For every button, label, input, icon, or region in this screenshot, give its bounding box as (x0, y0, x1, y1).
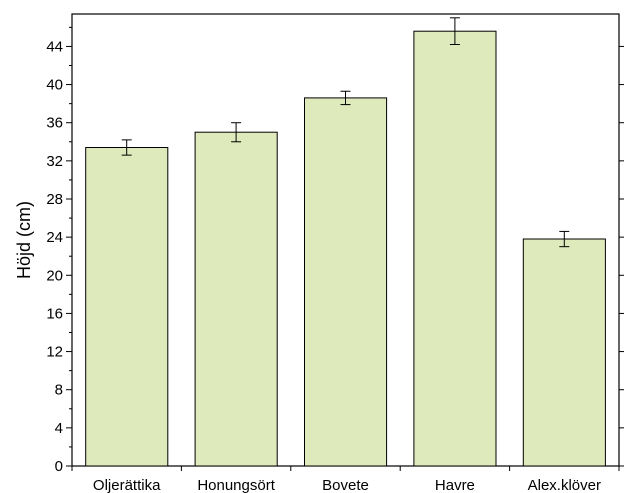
error-bar-3 (449, 17, 460, 46)
x-tick-label: Honungsört (197, 477, 275, 493)
y-tick-label: 8 (55, 382, 63, 399)
y-tick-label: 12 (46, 344, 63, 361)
bar-2 (304, 97, 388, 467)
y-tick-label: 24 (46, 229, 63, 246)
error-bar-2 (340, 90, 351, 106)
y-tick-label: 32 (46, 153, 63, 170)
x-axis: Oljerättika Honungsört Bovete Havre Alex.klö… (71, 466, 620, 493)
y-tick-label: 40 (46, 77, 63, 94)
bars-layer (85, 30, 606, 467)
y-axis-title: Höjd (cm) (14, 201, 34, 279)
error-bars-layer (121, 17, 570, 248)
error-bar-4 (559, 230, 570, 248)
y-tick-label: 4 (55, 420, 63, 437)
y-tick-label: 16 (46, 305, 63, 322)
x-tick-label: Havre (435, 477, 475, 493)
y-tick-label: 36 (46, 115, 63, 132)
x-tick-label: Alex.klöver (528, 477, 601, 493)
bar-1 (194, 131, 278, 467)
y-tick-label: 44 (46, 38, 63, 55)
y-tick-label: 28 (46, 191, 63, 208)
y-axis: 0 4 8 12 16 20 24 28 32 36 40 44 (46, 26, 624, 475)
bar-0 (85, 147, 169, 467)
bar-3 (413, 30, 497, 467)
x-tick-label: Bovete (322, 477, 369, 493)
bar-4 (522, 238, 606, 467)
error-bar-1 (231, 122, 242, 143)
x-tick-label: Oljerättika (93, 477, 161, 493)
y-tick-label: 20 (46, 267, 63, 284)
error-bar-0 (121, 139, 132, 156)
y-tick-label: 0 (55, 458, 63, 475)
